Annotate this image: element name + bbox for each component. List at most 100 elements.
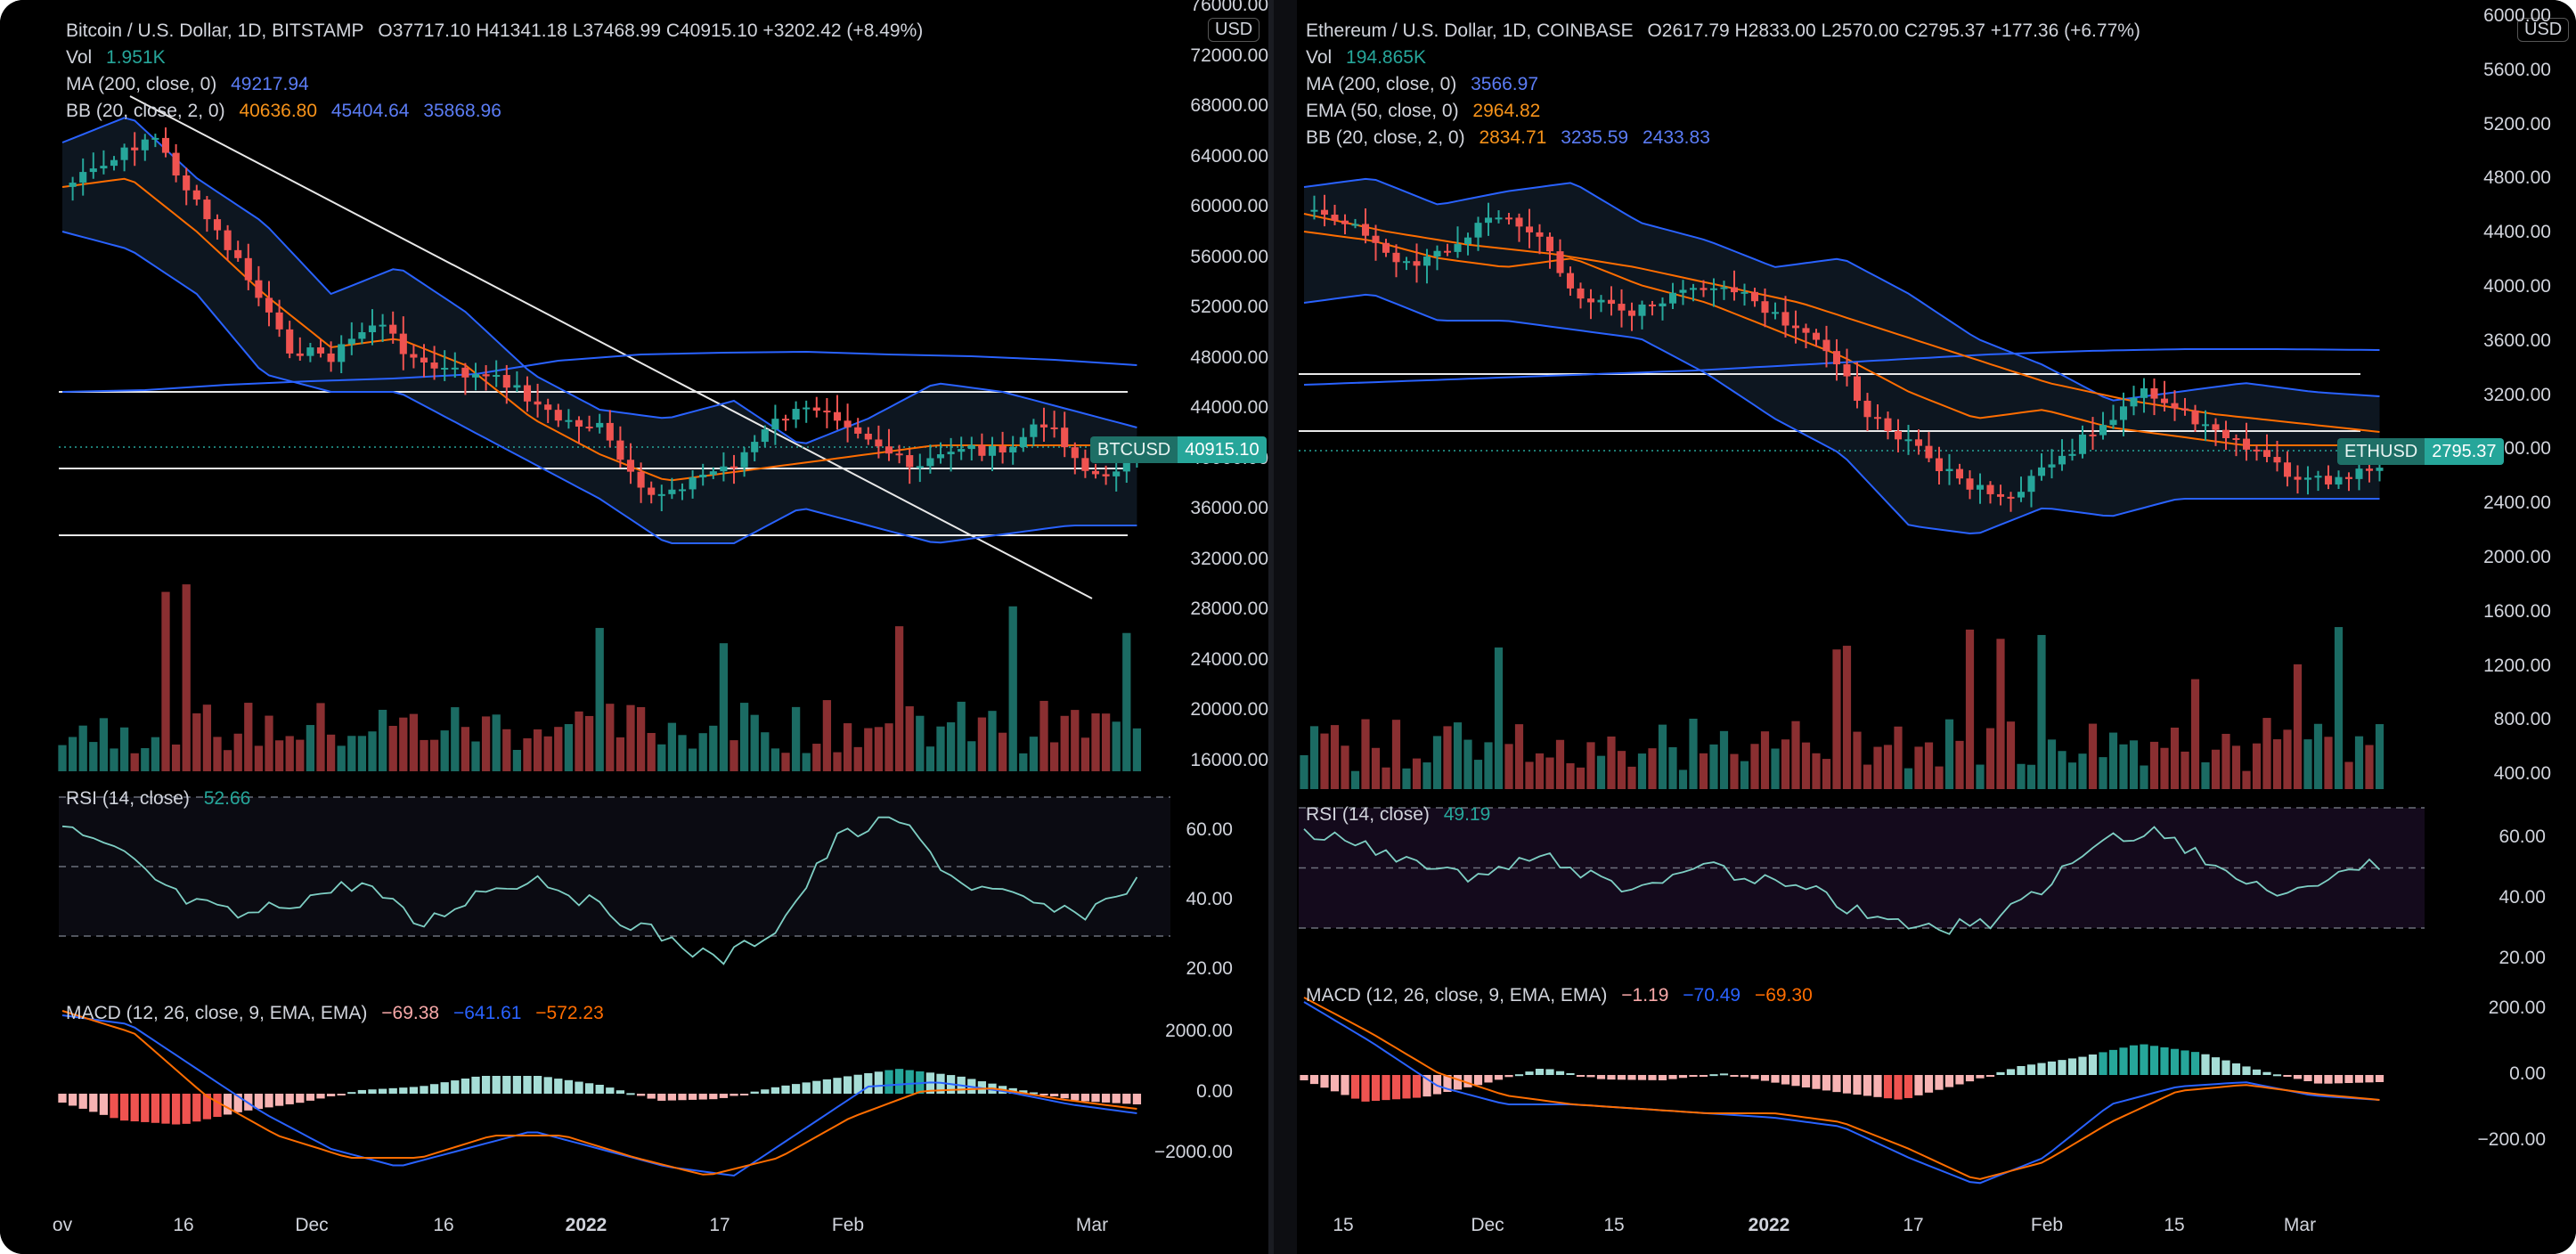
eth-macd-hist-bar <box>1309 1075 1319 1085</box>
btc-candle-body <box>389 324 397 334</box>
btc-candle-body <box>616 440 624 460</box>
eth-chart-pane[interactable]: Ethereum / U.S. Dollar, 1D, COINBASE O26… <box>1297 0 2576 1254</box>
btc-symbol-title[interactable]: Bitcoin / U.S. Dollar, 1D, BITSTAMP <box>66 20 364 41</box>
eth-vol-label[interactable]: Vol <box>1306 47 1333 68</box>
eth-volume-bar <box>1412 758 1422 789</box>
eth-volume-bar <box>2201 761 2210 789</box>
btc-volume-bar <box>626 704 635 771</box>
eth-volume-bar <box>1873 746 1882 789</box>
btc-volume-bar <box>119 727 129 771</box>
eth-macd-hist-bar <box>1903 1075 1913 1098</box>
btc-volume-bar <box>905 706 914 771</box>
btc-macd-hist-bar <box>99 1094 109 1115</box>
btc-candle-body <box>441 368 449 370</box>
eth-macd-hist-bar <box>2149 1046 2159 1075</box>
btc-chart-canvas[interactable] <box>0 0 1268 1254</box>
eth-macd-hist-bar <box>1801 1075 1811 1087</box>
eth-macd-hist-bar <box>1812 1075 1821 1089</box>
btc-macd-axis-label: 0.00 <box>1196 1081 1233 1102</box>
btc-macd-hist-bar <box>429 1084 439 1094</box>
btc-candle-body <box>131 147 139 151</box>
eth-macd-hist-bar <box>2047 1061 2057 1075</box>
eth-symbol-title[interactable]: Ethereum / U.S. Dollar, 1D, COINBASE <box>1306 20 1634 41</box>
eth-candle-body <box>1668 292 1677 304</box>
eth-volume-bar <box>2231 745 2241 789</box>
eth-volume-bar <box>2078 753 2087 789</box>
eth-volume-bar <box>2211 749 2221 789</box>
btc-volume-bar <box>1039 700 1048 771</box>
eth-candle-body <box>2099 425 2107 436</box>
btc-candle-body <box>244 257 252 281</box>
btc-rsi-value: 52.66 <box>203 788 251 809</box>
time-axis-label: Dec <box>1471 1215 1504 1235</box>
btc-volume-bar <box>1091 712 1100 771</box>
btc-candle-body <box>471 374 480 378</box>
btc-macd-hist-bar <box>1071 1094 1080 1101</box>
btc-candle-body <box>585 427 593 429</box>
eth-candle-body <box>1679 289 1687 293</box>
eth-vol-value: 194.865K <box>1346 47 1426 68</box>
eth-volume-bar <box>1935 766 1944 789</box>
eth-volume-bar <box>1903 768 1913 789</box>
eth-macd-hist-bar <box>1545 1069 1554 1075</box>
btc-macd-hist-bar <box>461 1079 470 1094</box>
btc-ma-line <box>61 350 1137 393</box>
btc-ma-label[interactable]: MA (200, close, 0) <box>66 74 217 94</box>
eth-volume-bar <box>2354 736 2364 789</box>
eth-candle-body <box>1976 484 1985 490</box>
time-axis-label: Feb <box>831 1215 865 1235</box>
eth-volume-bar <box>1494 647 1504 789</box>
btc-candle-body <box>606 422 614 441</box>
btc-volume-bar <box>296 739 305 771</box>
btc-candle-body <box>234 249 242 258</box>
btc-rsi-label[interactable]: RSI (14, close) <box>66 788 190 809</box>
eth-volume-bar <box>1309 726 1319 789</box>
btc-candle-body <box>89 168 97 173</box>
btc-macd-hist-bar <box>698 1094 707 1100</box>
eth-candle-body <box>1812 332 1821 340</box>
eth-rsi-label[interactable]: RSI (14, close) <box>1306 804 1430 825</box>
btc-macd-hist-bar <box>58 1094 67 1103</box>
eth-volume-bar <box>1586 742 1595 789</box>
eth-chart-canvas[interactable] <box>1297 0 2576 1254</box>
btc-macd-hist-bar <box>68 1094 77 1106</box>
eth-volume-bar <box>1996 639 2005 789</box>
eth-candle-body <box>1382 242 1390 253</box>
eth-macd-hist-bar <box>2313 1075 2323 1084</box>
btc-candle-body <box>399 333 407 354</box>
btc-volume-bar <box>285 736 294 771</box>
eth-macd-hist-bar <box>1391 1075 1401 1100</box>
eth-macd-hist-bar <box>2026 1064 2036 1075</box>
eth-currency-badge[interactable]: USD <box>2517 18 2570 42</box>
eth-macd-hist-bar <box>1894 1075 1903 1100</box>
btc-currency-badge[interactable]: USD <box>1208 18 1260 42</box>
btc-macd-label[interactable]: MACD (12, 26, close, 9, EMA, EMA) <box>66 1003 368 1023</box>
eth-candle-body <box>1863 400 1871 418</box>
btc-volume-bar <box>874 727 884 771</box>
btc-vol-label[interactable]: Vol <box>66 47 93 68</box>
btc-legend: Bitcoin / U.S. Dollar, 1D, BITSTAMP O377… <box>66 18 932 125</box>
btc-candle-body <box>534 401 542 405</box>
btc-candle-body <box>751 442 759 452</box>
btc-candle-body <box>1091 470 1100 475</box>
eth-volume-bar <box>1320 733 1329 789</box>
eth-volume-bar <box>2181 751 2189 789</box>
eth-macd-label[interactable]: MACD (12, 26, close, 9, EMA, EMA) <box>1306 985 1608 1006</box>
eth-candle-body <box>1904 439 1912 442</box>
eth-volume-bar <box>1617 751 1626 789</box>
btc-volume-bar <box>78 725 87 771</box>
btc-chart-pane[interactable]: Bitcoin / U.S. Dollar, 1D, BITSTAMP O377… <box>0 0 1268 1254</box>
pane-divider[interactable] <box>1268 0 1297 1254</box>
eth-ma-label[interactable]: MA (200, close, 0) <box>1306 74 1457 94</box>
btc-macd-hist-bar <box>1029 1092 1039 1095</box>
btc-bb-label[interactable]: BB (20, close, 2, 0) <box>66 101 225 121</box>
eth-candle-body <box>1597 299 1605 303</box>
eth-volume-bar <box>1443 726 1452 789</box>
eth-volume-bar <box>2149 741 2159 789</box>
eth-ema-label[interactable]: EMA (50, close, 0) <box>1306 101 1459 121</box>
btc-macd-hist-bar <box>1122 1094 1131 1104</box>
eth-candle-body <box>1966 478 1974 490</box>
eth-bb-label[interactable]: BB (20, close, 2, 0) <box>1306 127 1465 148</box>
btc-candle-body <box>172 152 180 176</box>
eth-volume-bar <box>2026 764 2036 789</box>
